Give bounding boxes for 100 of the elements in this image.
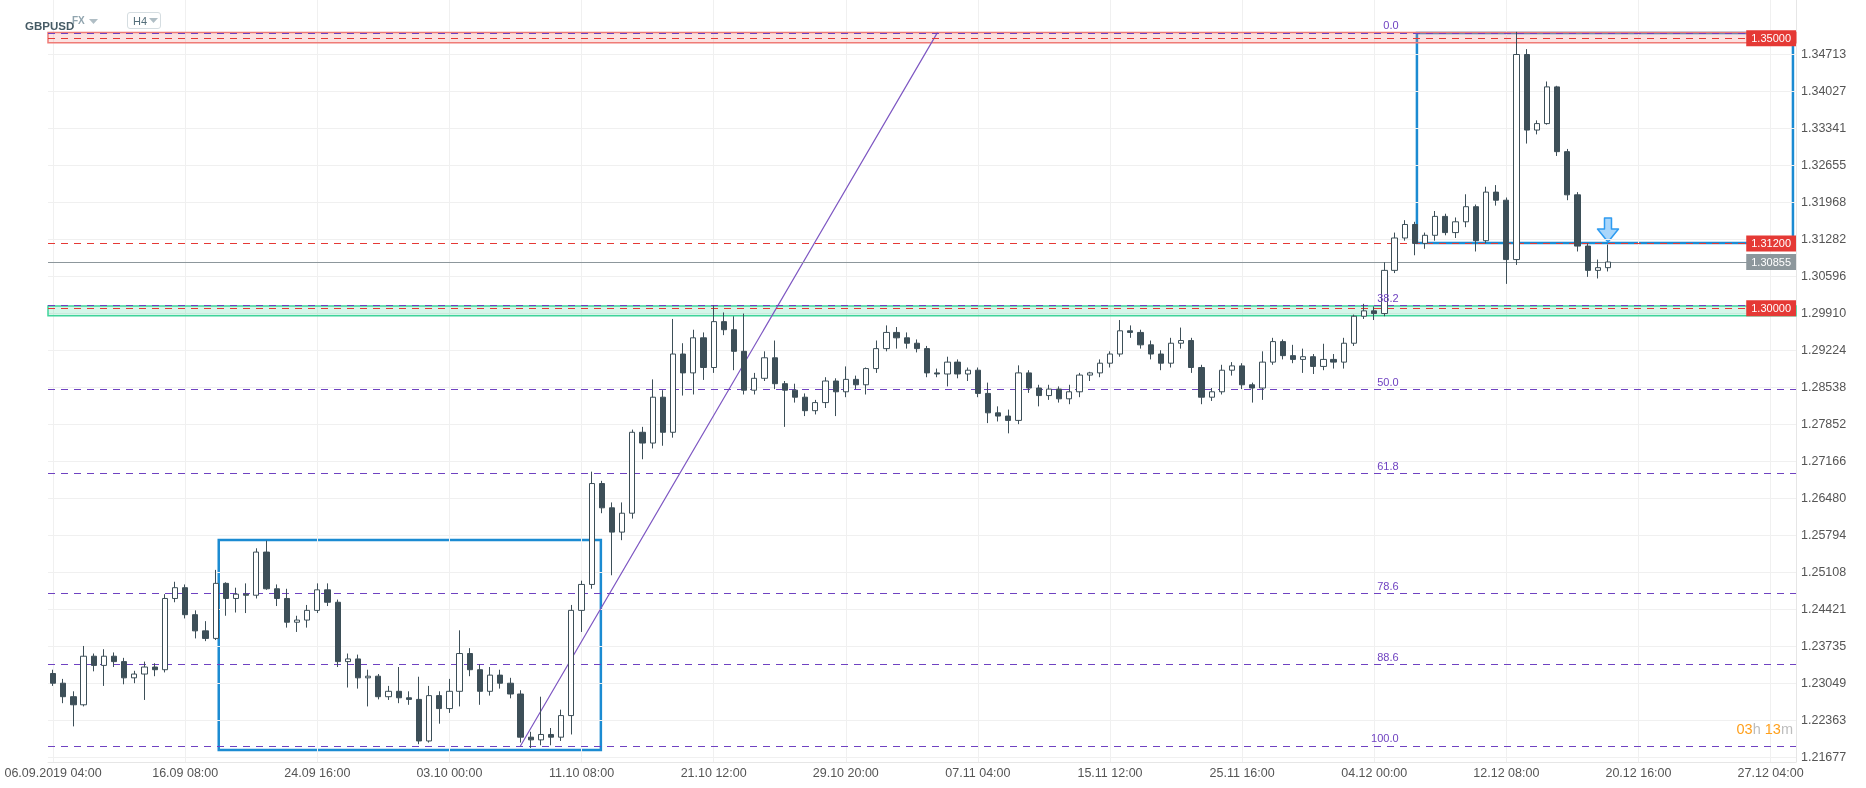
candlestick: [141, 661, 148, 701]
candlestick: [172, 581, 178, 603]
y-tick-label: 1.27166: [1801, 454, 1847, 469]
candlestick: [812, 399, 818, 415]
candlestick: [274, 583, 280, 607]
candlestick: [1391, 232, 1398, 274]
candlestick: [517, 689, 524, 744]
candlestick: [284, 588, 290, 629]
candlestick: [670, 318, 676, 439]
candlestick: [700, 331, 707, 381]
candlestick: [80, 645, 87, 707]
candlestick: [904, 331, 910, 350]
y-tick-label: 1.24421: [1801, 602, 1847, 617]
candlestick: [833, 377, 839, 417]
candlestick: [1168, 337, 1174, 369]
candlestick: [954, 358, 961, 379]
candlestick: [1137, 329, 1144, 350]
x-tick-label: 07.11 04:00: [945, 765, 1011, 780]
candlestick: [1473, 204, 1479, 252]
candlestick: [243, 582, 249, 614]
candlestick: [60, 678, 66, 704]
candlestick: [1564, 148, 1570, 201]
y-tick-label: 1.34027: [1801, 83, 1847, 98]
candlestick: [893, 326, 900, 350]
candlestick: [91, 653, 97, 672]
y-tick-label: 1.30596: [1801, 268, 1847, 283]
candlestick: [1259, 350, 1266, 401]
candlestick: [1432, 210, 1438, 242]
candlestick: [660, 389, 666, 447]
candlestick: [1127, 324, 1133, 339]
candlestick: [213, 569, 219, 641]
candlestick: [1595, 259, 1601, 279]
candlestick: [650, 378, 656, 449]
candlestick: [944, 356, 951, 387]
candlestick: [639, 426, 646, 460]
candlestick: [406, 690, 412, 706]
x-tick-label: 12.12 08:00: [1473, 765, 1540, 780]
candlestick: [426, 685, 432, 744]
candlestick: [802, 392, 808, 417]
candlestick: [375, 673, 381, 700]
candlestick: [883, 324, 890, 352]
candlestick: [182, 583, 188, 619]
candlestick: [1239, 362, 1245, 390]
candlestick: [223, 581, 229, 617]
candlestick: [507, 677, 514, 699]
candlestick: [101, 648, 107, 687]
candlestick: [629, 429, 635, 520]
annotation: 88.6: [1377, 650, 1399, 663]
candlestick: [446, 678, 453, 714]
candlestick: [1320, 343, 1327, 371]
candlestick: [456, 629, 463, 707]
x-tick-label: 03.10 00:00: [416, 765, 483, 780]
candlestick: [1503, 197, 1509, 285]
y-tick-label: 1.33341: [1801, 120, 1847, 135]
candlestick: [162, 593, 168, 673]
candlestick: [355, 654, 361, 690]
x-tick-label: 06.09.2019 04:00: [4, 765, 102, 780]
annotation: H4: [133, 15, 148, 27]
candlestick: [985, 382, 991, 424]
candlestick: [1209, 387, 1215, 402]
candlestick: [1412, 221, 1418, 256]
x-tick-label: 04.12 00:00: [1341, 765, 1408, 780]
y-tick-label: 1.22363: [1801, 713, 1847, 728]
candlestick: [1493, 184, 1499, 207]
candlestick: [111, 651, 117, 668]
candlestick: [741, 313, 747, 395]
candlestick: [1422, 232, 1428, 250]
candlestick: [1036, 384, 1042, 407]
candlestick: [965, 367, 971, 382]
candlestick: [1046, 384, 1052, 401]
candlestick: [772, 340, 778, 390]
candlestick: [863, 367, 869, 395]
candlestick: [995, 405, 1001, 422]
candlestick: [50, 669, 56, 687]
y-tick-label: 1.29910: [1801, 306, 1847, 320]
candlestick: [1534, 119, 1540, 135]
y-tick-label: 1.25794: [1801, 528, 1847, 543]
candlestick: [1219, 364, 1225, 395]
candlestick: [761, 350, 768, 382]
x-tick-label: 27.12 04:00: [1737, 765, 1804, 780]
candlestick: [528, 731, 534, 749]
candlestick: [436, 690, 442, 725]
candlestick: [1371, 306, 1377, 321]
candlestick: [924, 345, 930, 378]
candlestick: [1005, 409, 1011, 434]
y-tick-label: 1.32655: [1801, 157, 1847, 172]
candlestick: [1280, 338, 1286, 360]
candlestick: [294, 615, 300, 633]
candlestick: [599, 480, 605, 514]
candlestick: [1087, 371, 1093, 382]
candlestick: [365, 669, 371, 707]
candlestick: [314, 582, 320, 614]
candlestick: [1198, 364, 1205, 405]
candlestick: [1148, 340, 1154, 360]
annotation: 100.0: [1371, 732, 1399, 745]
candlestick: [1158, 349, 1164, 371]
ref-line-label: 1.30000: [1751, 302, 1791, 315]
y-tick-label: 1.31968: [1801, 194, 1847, 209]
y-tick-label: 1.23049: [1801, 676, 1847, 691]
candlestick: [1330, 353, 1337, 370]
